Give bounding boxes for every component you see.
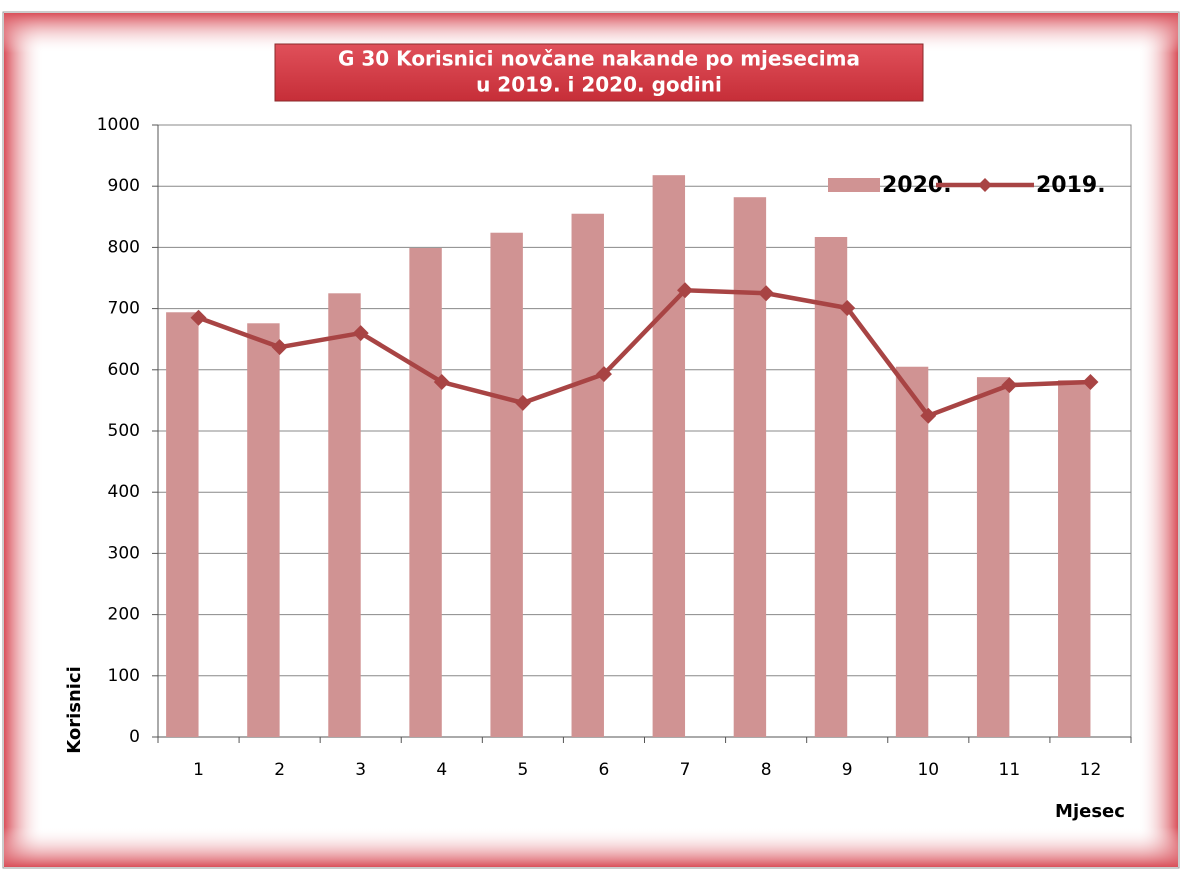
y-axis-label: Korisnici: [64, 666, 85, 754]
marker: [758, 285, 775, 302]
x-tick-label: 9: [842, 760, 853, 780]
line: [197, 287, 1091, 419]
x-axis-label: Mjesec: [1055, 801, 1125, 822]
marker: [677, 282, 694, 299]
x-tick-label: 1: [193, 760, 204, 780]
bar: [409, 248, 442, 737]
chart-title: G 30 Korisnici novčane nakande po mjesec…: [338, 47, 860, 71]
marker: [352, 325, 369, 342]
bar: [1058, 380, 1091, 737]
x-tick-label: 12: [1080, 760, 1102, 780]
marker: [1082, 374, 1099, 391]
x-tick-label: 10: [917, 760, 939, 780]
title-box: [274, 43, 924, 102]
frame-shade: [4, 13, 44, 867]
marker: [920, 407, 937, 424]
legend-label: 2019.: [1036, 173, 1106, 198]
bar: [814, 236, 848, 737]
y-tick-label: 100: [108, 666, 140, 686]
marker: [1001, 377, 1018, 394]
x-tick-label: 6: [599, 760, 610, 780]
bar: [166, 312, 199, 737]
bar: [733, 197, 767, 737]
marker: [271, 339, 288, 356]
y-tick-label: 900: [108, 176, 140, 196]
x-tick-label: 5: [517, 760, 528, 780]
frame-shade: [1138, 13, 1178, 867]
legend-swatch: [978, 178, 992, 192]
y-tick-label: 400: [108, 482, 140, 502]
bar: [652, 175, 686, 737]
bar: [895, 366, 929, 737]
marker: [190, 309, 207, 326]
y-tick-label: 300: [108, 543, 140, 563]
y-tick-label: 500: [108, 421, 140, 441]
marker: [514, 394, 531, 411]
marker: [433, 374, 450, 391]
marker: [595, 366, 612, 383]
bar: [976, 377, 1010, 737]
x-tick-label: 7: [680, 760, 691, 780]
y-tick-label: 800: [108, 237, 140, 257]
y-tick-label: 1000: [97, 115, 140, 135]
y-tick-label: 700: [108, 299, 140, 319]
y-tick-label: 200: [108, 605, 140, 625]
x-tick-label: 3: [355, 760, 366, 780]
x-tick-label: 2: [274, 760, 285, 780]
marker: [839, 299, 856, 316]
bar: [247, 323, 280, 737]
bar: [571, 213, 604, 738]
x-tick-label: 11: [999, 760, 1021, 780]
chart-title: u 2019. i 2020. godini: [476, 73, 722, 97]
y-tick-label: 0: [129, 727, 140, 747]
x-tick-label: 4: [436, 760, 447, 780]
bar: [490, 232, 523, 737]
frame-shade: [4, 827, 1178, 867]
x-tick-label: 8: [761, 760, 772, 780]
legend-swatch: [828, 178, 880, 192]
y-tick-label: 600: [108, 360, 140, 380]
bar: [328, 293, 361, 737]
